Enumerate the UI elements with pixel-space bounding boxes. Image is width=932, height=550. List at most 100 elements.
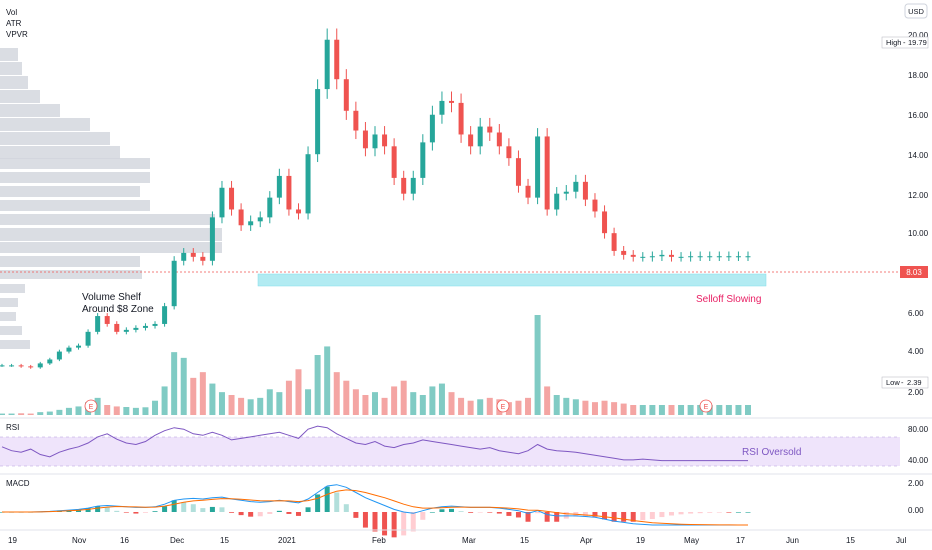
price-tick: 18.00	[908, 71, 929, 80]
candle-body	[47, 359, 53, 364]
volume-bar	[142, 407, 149, 415]
volume-bar	[94, 397, 101, 415]
indicator-atr: ATR	[6, 19, 22, 28]
macd-histogram-bar	[621, 512, 627, 522]
volume-bar	[438, 383, 445, 415]
volume-profile-bar	[0, 284, 25, 293]
volume-bar	[266, 389, 273, 415]
volume-bar	[611, 402, 618, 415]
macd-histogram-bar	[295, 512, 301, 516]
candle-body	[592, 199, 598, 212]
candle-body	[439, 100, 445, 115]
volume-bar	[467, 400, 474, 415]
volume-profile	[0, 48, 222, 349]
candle-body	[28, 366, 34, 368]
macd-histogram-bar	[286, 512, 292, 514]
volume-bar	[324, 346, 331, 415]
candle-body	[477, 126, 483, 147]
macd-histogram-bar	[248, 512, 254, 517]
volume-bar	[601, 400, 608, 415]
indicator-vol: Vol	[6, 8, 17, 17]
macd-histogram-bar	[123, 512, 129, 513]
volume-profile-bar	[0, 146, 120, 159]
volume-bar	[391, 386, 398, 415]
candle-body	[305, 154, 311, 214]
volume-bar	[525, 397, 532, 415]
candle-body	[668, 254, 674, 257]
volume-bar	[123, 407, 130, 415]
volume-bar	[381, 397, 388, 415]
earnings-marker[interactable]: E	[84, 399, 98, 413]
macd-histogram-bar	[343, 504, 349, 512]
earnings-marker[interactable]: E	[699, 399, 713, 413]
macd-histogram-bar	[181, 502, 187, 512]
volume-bar	[152, 400, 159, 415]
macd-histogram-bar	[582, 512, 588, 517]
price-candles	[0, 28, 751, 369]
candle-body	[707, 256, 713, 258]
macd-histogram-bar	[382, 512, 388, 536]
volume-bar	[658, 405, 665, 415]
macd-histogram-bar	[439, 509, 445, 512]
time-tick: May	[684, 536, 699, 545]
macd-histogram-bar	[726, 512, 732, 513]
currency-button[interactable]	[904, 3, 928, 19]
volume-bar	[400, 380, 407, 415]
macd-histogram-bar	[525, 512, 531, 522]
earnings-marker[interactable]: E	[496, 399, 510, 413]
candle-body	[621, 250, 627, 255]
candle-body	[267, 197, 273, 218]
volume-profile-bar	[0, 186, 140, 197]
volume-bar	[343, 380, 350, 415]
volume-bar	[0, 413, 5, 415]
candle-body	[640, 256, 646, 258]
macd-histogram-bar	[334, 492, 340, 512]
candle-body	[582, 181, 588, 200]
volume-bar	[429, 386, 436, 415]
candle-body	[716, 256, 722, 258]
candle-body	[343, 79, 349, 111]
macd-histogram-bar	[305, 507, 311, 512]
time-tick: Apr	[580, 536, 593, 545]
macd-histogram-bar	[85, 508, 91, 512]
macd-histogram-bar	[229, 512, 235, 513]
volume-bar	[572, 399, 579, 415]
macd-histogram-bar	[353, 512, 359, 518]
macd-histogram-bar	[209, 506, 215, 512]
macd-histogram-bar	[745, 512, 751, 513]
price-axis[interactable]: 2.00 4.00 6.00 10.00 12.00 14.00 16.00 1…	[908, 31, 929, 397]
volume-bar	[295, 369, 302, 415]
candle-body	[525, 185, 531, 198]
macd-histogram	[0, 486, 751, 538]
candle-body	[602, 211, 608, 234]
macd-histogram-bar	[190, 504, 196, 512]
volume-bar	[697, 405, 704, 415]
volume-bar	[333, 372, 340, 415]
macd-histogram-bar	[315, 494, 321, 512]
time-tick: 15	[846, 536, 855, 545]
candle-body	[544, 136, 550, 210]
price-tick: 20.00	[908, 31, 929, 40]
volume-bar	[620, 403, 627, 415]
macd-histogram-bar	[458, 511, 464, 512]
candle-body	[114, 323, 120, 332]
candle-body	[142, 325, 148, 328]
volume-bar	[486, 397, 493, 415]
time-tick: 15	[220, 536, 229, 545]
selloff-note: Selloff Slowing	[696, 294, 761, 305]
volume-bar	[238, 397, 245, 415]
volume-bar	[218, 392, 225, 415]
volume-profile-bar	[0, 340, 30, 349]
volume-bar	[132, 407, 139, 415]
candle-body	[152, 323, 158, 326]
volume-bar	[745, 405, 751, 415]
macd-tick: 0.00	[908, 506, 924, 515]
macd-tick: 2.00	[908, 479, 924, 488]
time-tick: 15	[520, 536, 529, 545]
macd-histogram-bar	[238, 512, 244, 516]
candle-body	[563, 191, 569, 194]
volume-bar	[314, 355, 321, 415]
time-axis[interactable]: 19 Nov 16 Dec 15 2021 Feb Mar 15 Apr 19 …	[8, 536, 906, 545]
price-tick: 2.00	[908, 388, 924, 397]
macd-histogram-bar	[219, 507, 225, 512]
